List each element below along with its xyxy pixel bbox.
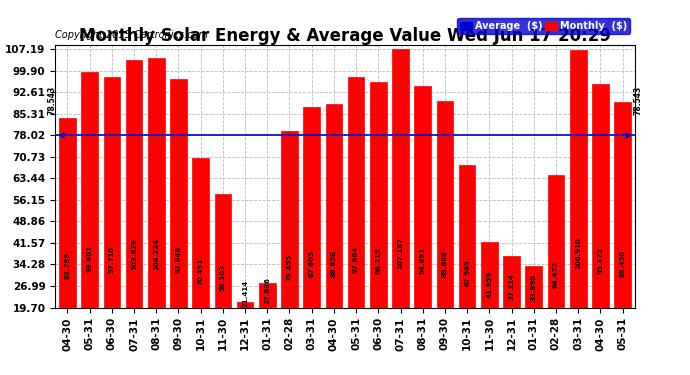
Bar <box>525 266 542 308</box>
Bar <box>126 60 142 308</box>
Text: 79.455: 79.455 <box>286 254 293 281</box>
Bar <box>548 176 564 308</box>
Bar <box>259 284 275 308</box>
Text: 33.896: 33.896 <box>531 274 537 301</box>
Text: 58.103: 58.103 <box>220 264 226 291</box>
Text: 97.048: 97.048 <box>175 246 181 273</box>
Bar <box>370 82 386 308</box>
Text: 97.964: 97.964 <box>353 246 359 273</box>
Title: Monthly Solar Energy & Average Value Wed Jun 17 20:29: Monthly Solar Energy & Average Value Wed… <box>79 27 611 45</box>
Bar <box>570 50 586 308</box>
Text: 88.658: 88.658 <box>331 250 337 277</box>
Bar <box>415 86 431 308</box>
Text: 103.629: 103.629 <box>131 238 137 270</box>
Bar <box>392 50 409 308</box>
Text: 21.414: 21.414 <box>242 279 248 307</box>
Text: 106.910: 106.910 <box>575 237 581 269</box>
Text: 70.491: 70.491 <box>197 258 204 285</box>
Text: 97.716: 97.716 <box>109 246 115 273</box>
Text: 67.965: 67.965 <box>464 260 470 286</box>
Text: 87.605: 87.605 <box>308 251 315 278</box>
Bar <box>215 194 231 308</box>
Bar <box>459 165 475 308</box>
Bar <box>437 101 453 308</box>
Bar <box>170 80 187 308</box>
Bar <box>281 131 298 308</box>
Text: 104.224: 104.224 <box>153 238 159 270</box>
Bar <box>59 118 76 308</box>
Bar <box>503 256 520 308</box>
Text: 96.215: 96.215 <box>375 247 382 274</box>
Text: 95.372: 95.372 <box>598 247 603 274</box>
Legend: Average  ($), Monthly  ($): Average ($), Monthly ($) <box>457 18 630 34</box>
Bar <box>592 84 609 308</box>
Text: 89.450: 89.450 <box>620 249 626 277</box>
Bar <box>326 104 342 308</box>
Bar <box>104 77 120 308</box>
Text: 64.472: 64.472 <box>553 261 559 288</box>
Text: 78.543: 78.543 <box>633 86 642 115</box>
Bar <box>81 72 98 308</box>
Bar <box>304 107 320 308</box>
Text: 99.601: 99.601 <box>87 245 92 272</box>
Bar <box>481 242 497 308</box>
Text: 27.886: 27.886 <box>264 277 270 304</box>
Text: Copyright 2015 Cartronics.com: Copyright 2015 Cartronics.com <box>55 30 208 40</box>
Text: 83.799: 83.799 <box>64 252 70 279</box>
Text: 107.187: 107.187 <box>397 237 404 269</box>
Text: 41.959: 41.959 <box>486 270 493 298</box>
Bar <box>148 58 165 308</box>
Bar <box>348 76 364 308</box>
Text: 37.214: 37.214 <box>509 273 515 300</box>
Text: 94.691: 94.691 <box>420 247 426 274</box>
Bar <box>193 158 209 308</box>
Text: 78.543: 78.543 <box>48 86 57 115</box>
Text: 89.686: 89.686 <box>442 250 448 276</box>
Bar <box>614 102 631 308</box>
Bar <box>237 303 253 307</box>
